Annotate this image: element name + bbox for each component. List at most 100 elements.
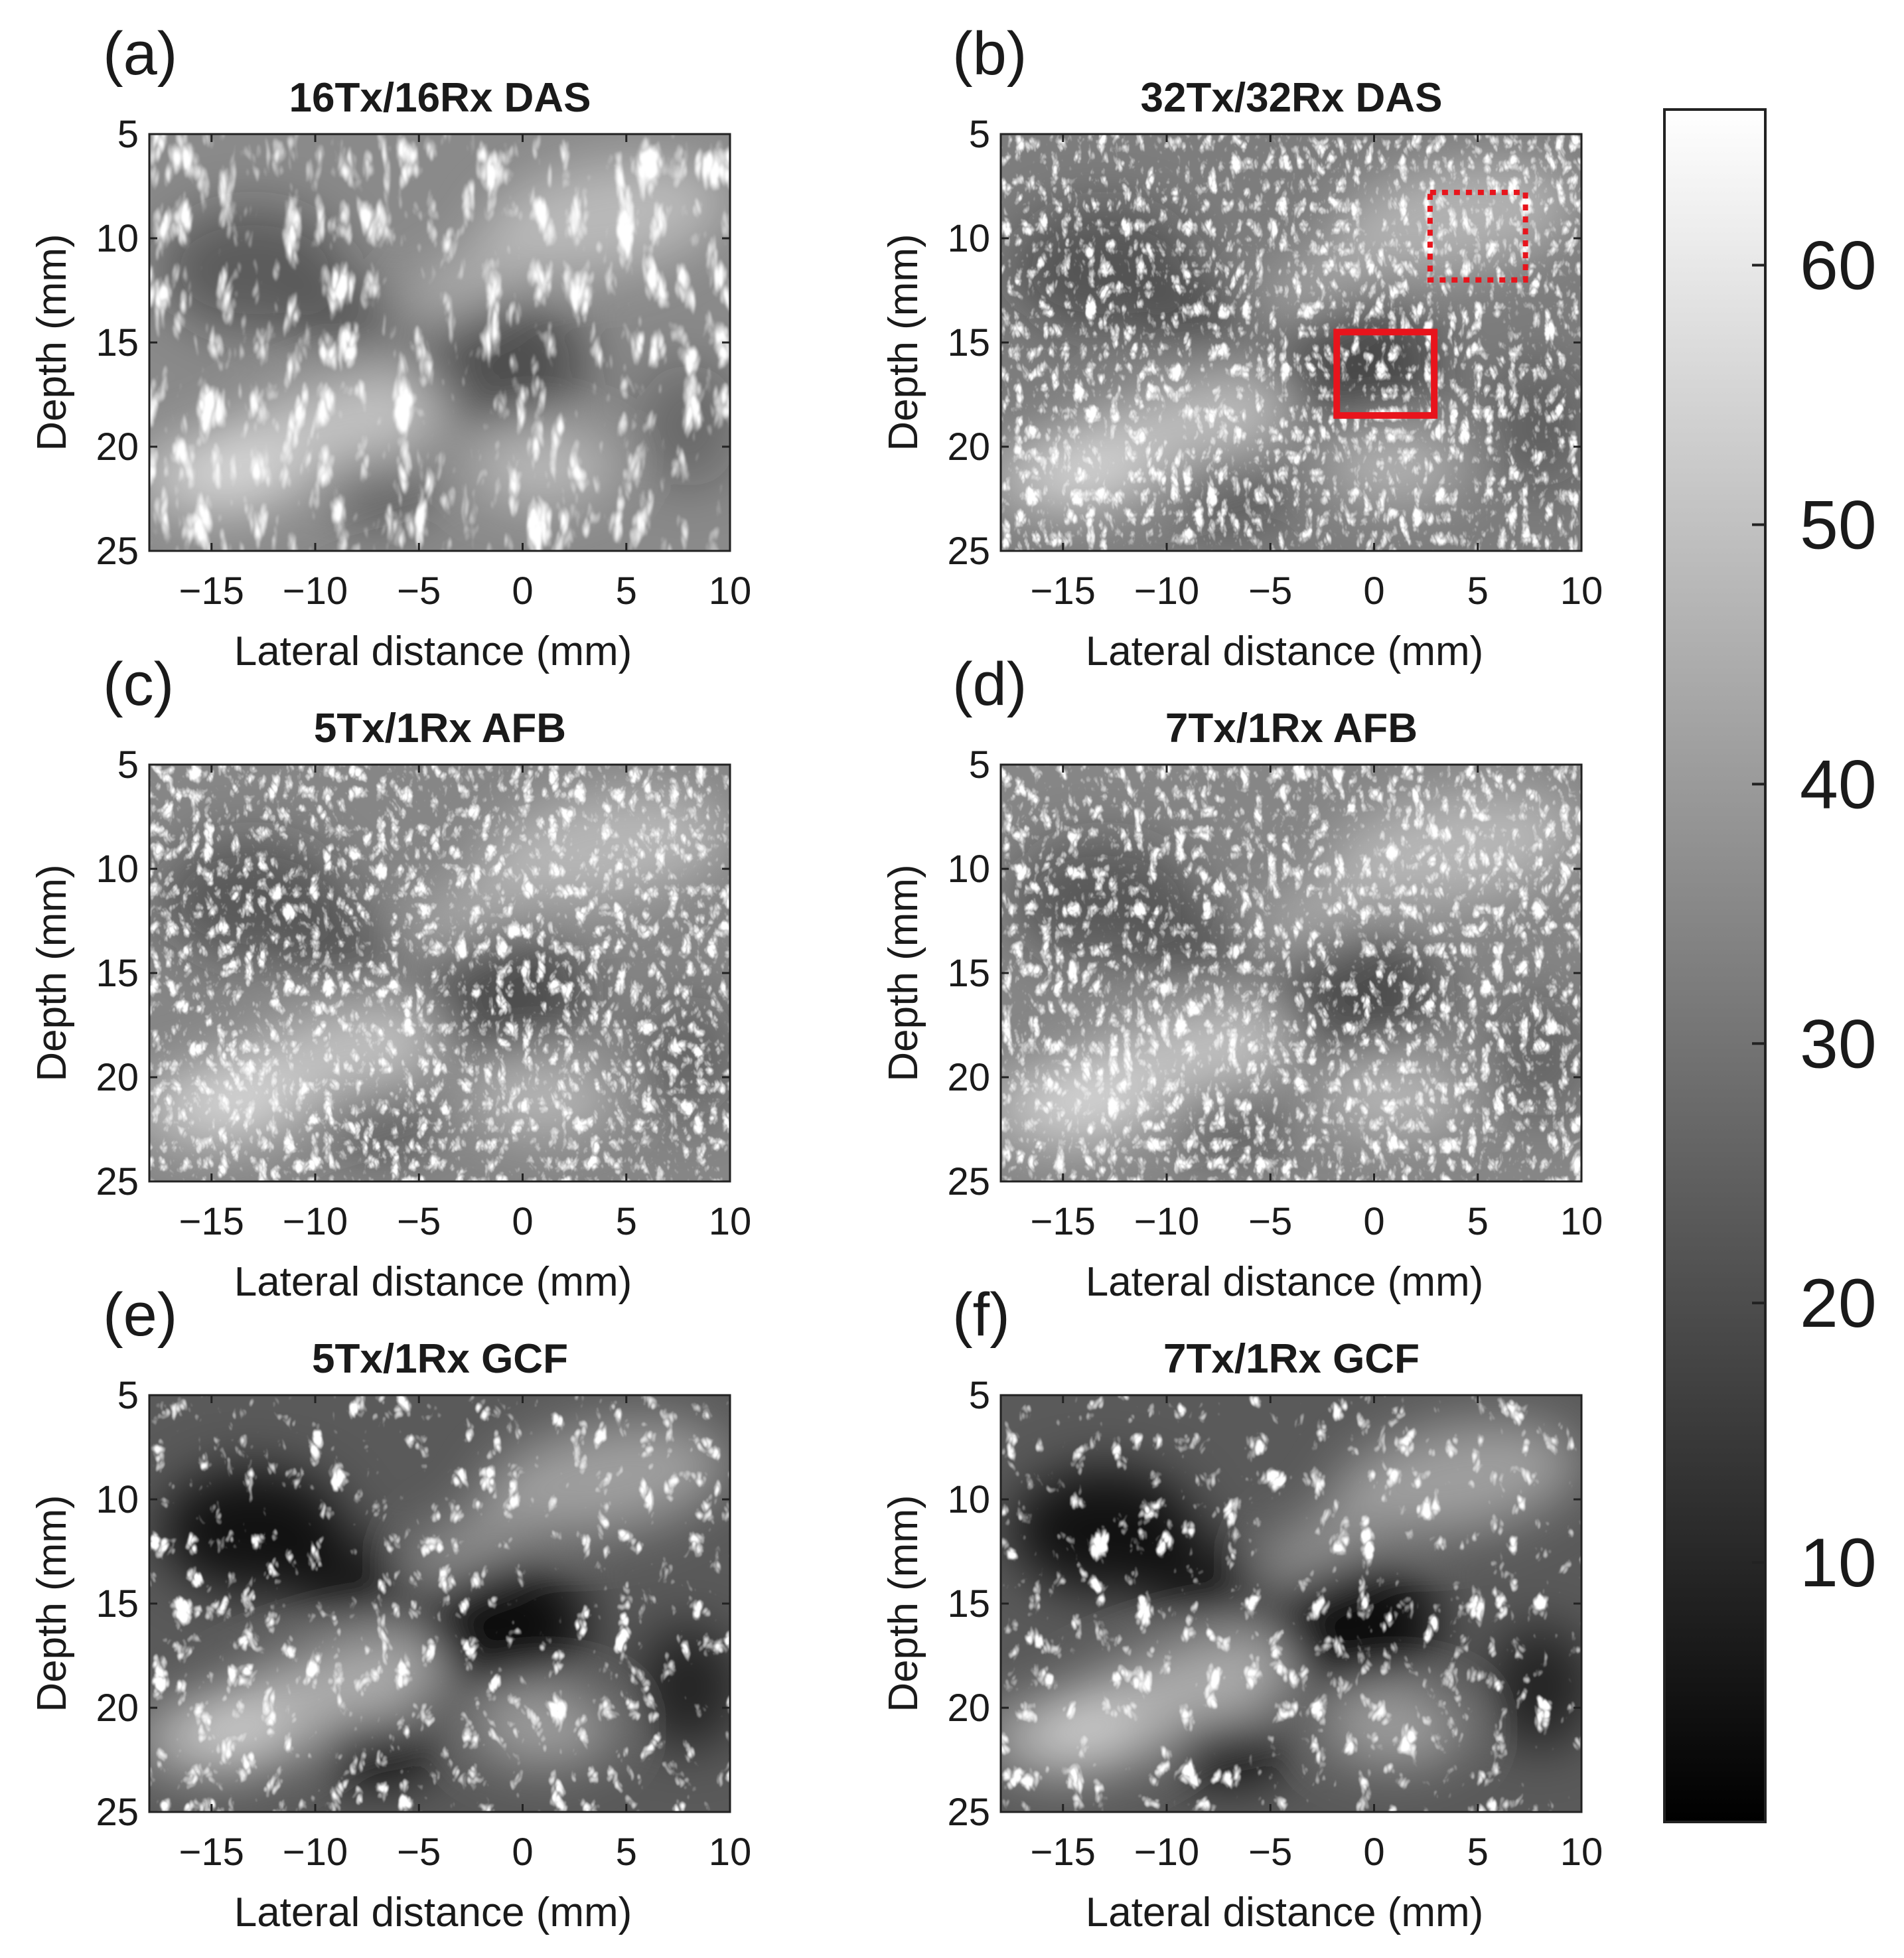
colorbar: 10 20 30 40 50 60: [1663, 108, 1877, 1823]
y-tick-label: 25: [947, 530, 990, 573]
speckle-texture: [149, 1395, 730, 1812]
x-tick-label: −10: [283, 1200, 348, 1243]
x-tick-label: −15: [179, 1200, 244, 1243]
y-tick-label: 25: [947, 1160, 990, 1203]
y-axis-label: Depth (mm): [29, 1495, 75, 1712]
panel-e-image: [149, 1395, 730, 1812]
x-tick-label: 10: [709, 569, 752, 613]
x-tick-label: −15: [179, 569, 244, 613]
y-tick-label: 10: [96, 217, 139, 260]
x-tick-label: 5: [616, 1200, 637, 1243]
panel-e-title: 5Tx/1Rx GCF: [312, 1336, 568, 1382]
panel-b-letter: (b): [952, 20, 1027, 88]
x-tick-label: 5: [1467, 1831, 1489, 1874]
x-tick-label: −10: [1134, 1200, 1199, 1243]
x-tick-label: 10: [1560, 569, 1603, 613]
y-tick-label: 5: [969, 1374, 990, 1417]
panel-c: (c) 5Tx/1Rx AFB −15 −10 −5 0 5 10 5 10 15 20 25 Lat…: [29, 650, 751, 1305]
x-tick-label: −5: [1248, 1831, 1292, 1874]
colorbar-tick-label: 60: [1800, 228, 1877, 305]
roi-lesion-box: [1333, 329, 1438, 419]
y-tick-label: 25: [96, 1791, 139, 1834]
x-tick-label: −15: [179, 1831, 244, 1874]
panel-e: (e) 5Tx/1Rx GCF −15 −10 −5 0 5 10 5 10 15 20 25 Lat…: [29, 1281, 751, 1935]
x-tick-label: 10: [709, 1831, 752, 1874]
x-axis-label: Lateral distance (mm): [234, 1890, 632, 1935]
colorbar-gradient: [1663, 108, 1767, 1823]
y-axis-label: Depth (mm): [29, 234, 75, 451]
y-tick-label: 10: [947, 848, 990, 891]
x-tick-label: −5: [397, 1200, 441, 1243]
x-tick-label: −15: [1031, 1200, 1096, 1243]
y-tick-label: 25: [947, 1791, 990, 1834]
y-tick-label: 20: [96, 425, 139, 469]
x-axis-label: Lateral distance (mm): [1086, 629, 1484, 674]
panel-a-title: 16Tx/16Rx DAS: [289, 75, 591, 121]
x-tick-label: −5: [397, 569, 441, 613]
y-axis-label: Depth (mm): [881, 234, 926, 451]
y-tick-label: 20: [96, 1687, 139, 1730]
x-tick-label: −10: [283, 1831, 348, 1874]
panel-b-title: 32Tx/32Rx DAS: [1141, 75, 1443, 121]
y-tick-label: 5: [117, 1374, 139, 1417]
x-tick-label: −15: [1031, 1831, 1096, 1874]
speckle-texture: [1001, 1395, 1581, 1812]
panel-f-image: [1001, 1395, 1581, 1812]
colorbar-tick-label: 30: [1800, 1006, 1877, 1083]
x-tick-label: 0: [512, 1831, 533, 1874]
x-tick-label: 10: [709, 1200, 752, 1243]
x-axis-label: Lateral distance (mm): [1086, 1890, 1484, 1935]
y-tick-label: 20: [96, 1056, 139, 1099]
panel-e-letter: (e): [103, 1281, 177, 1349]
roi-background-box: [1427, 189, 1528, 283]
x-tick-label: 0: [1363, 569, 1384, 613]
panel-b-axes: −15 −10 −5 0 5 10 5 10 15 20 25 Lateral distance (m…: [881, 113, 1603, 674]
y-tick-label: 15: [96, 952, 139, 995]
x-tick-label: −10: [1134, 569, 1199, 613]
y-tick-label: 10: [96, 1478, 139, 1521]
x-tick-label: −5: [1248, 569, 1292, 613]
y-tick-label: 15: [947, 1582, 990, 1625]
panel-f-letter: (f): [952, 1281, 1010, 1349]
x-tick-label: 5: [616, 569, 637, 613]
y-tick-label: 15: [96, 321, 139, 364]
x-tick-label: −10: [283, 569, 348, 613]
colorbar-tick-label: 10: [1800, 1525, 1877, 1602]
y-tick-label: 15: [96, 1582, 139, 1625]
panel-c-title: 5Tx/1Rx AFB: [314, 706, 566, 751]
panel-a-image: [149, 134, 730, 551]
panel-c-image: [149, 765, 730, 1181]
speckle-texture: [149, 765, 730, 1181]
x-axis-label: Lateral distance (mm): [234, 1259, 632, 1305]
x-axis-label: Lateral distance (mm): [234, 629, 632, 674]
x-tick-label: −15: [1031, 569, 1096, 613]
speckle-texture: [149, 134, 730, 551]
x-tick-label: 0: [512, 569, 533, 613]
y-axis-label: Depth (mm): [881, 1495, 926, 1712]
panel-b: (b) 32Tx/32Rx DAS −15 −10 −5 0 5 10 5 10 15 20 25 L…: [881, 20, 1603, 674]
y-tick-label: 15: [947, 952, 990, 995]
speckle-texture: [1001, 765, 1581, 1181]
panel-b-image: [1001, 134, 1581, 551]
y-tick-label: 20: [947, 425, 990, 469]
x-tick-label: 10: [1560, 1831, 1603, 1874]
x-tick-label: 0: [1363, 1831, 1384, 1874]
colorbar-tick-label: 50: [1800, 487, 1877, 564]
x-tick-label: 0: [512, 1200, 533, 1243]
y-tick-label: 5: [969, 113, 990, 156]
panel-f-title: 7Tx/1Rx GCF: [1163, 1336, 1420, 1382]
panel-d-axes: −15 −10 −5 0 5 10 5 10 15 20 25 Lateral distance (m…: [881, 743, 1603, 1305]
x-tick-label: 0: [1363, 1200, 1384, 1243]
panel-b-rois: [1333, 189, 1528, 419]
colorbar-ticks: 10 20 30 40 50 60: [1752, 228, 1877, 1602]
y-tick-label: 10: [96, 848, 139, 891]
panel-a-letter: (a): [103, 20, 177, 88]
panel-d-letter: (d): [952, 650, 1027, 718]
x-tick-label: −5: [1248, 1200, 1292, 1243]
y-tick-label: 20: [947, 1056, 990, 1099]
y-tick-label: 5: [969, 743, 990, 787]
panel-e-axes: −15 −10 −5 0 5 10 5 10 15 20 25 Lateral distance (m…: [29, 1374, 751, 1935]
panel-f-axes: −15 −10 −5 0 5 10 5 10 15 20 25 Lateral distance (m…: [881, 1374, 1603, 1935]
panel-d-title: 7Tx/1Rx AFB: [1165, 706, 1418, 751]
